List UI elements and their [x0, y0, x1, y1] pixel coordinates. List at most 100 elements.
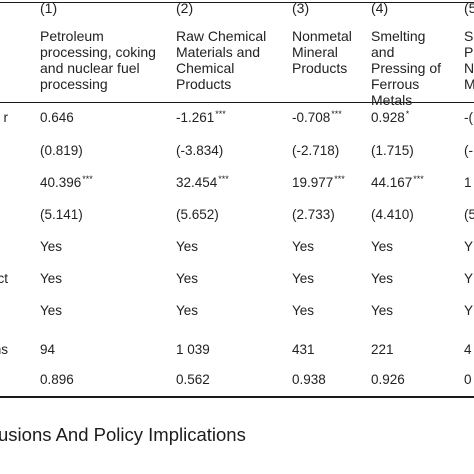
- cell-value: (5: [464, 207, 474, 222]
- cell-value: 44.167: [371, 175, 413, 190]
- cell-value: -1.261: [176, 110, 215, 125]
- cell-value: -(: [464, 110, 473, 125]
- significance-stars: ***: [334, 174, 345, 184]
- cell-value: 94: [40, 342, 56, 357]
- cell-value: 32.454: [176, 175, 218, 190]
- column-number: (4): [371, 0, 389, 16]
- table-cell: Yes: [40, 271, 62, 287]
- column-header: (1) Petroleum processing, coking and nucl…: [40, 0, 156, 92]
- cell-value: (-3.834): [176, 143, 224, 158]
- column-title: S P N M: [464, 28, 474, 92]
- table-cell: Yes: [176, 303, 198, 319]
- significance-stars: ***: [82, 174, 93, 184]
- cell-value: Yes: [371, 271, 394, 286]
- cell-value: Yes: [40, 303, 63, 318]
- cell-value: 0.896: [40, 372, 74, 387]
- cell-value: (1.715): [371, 143, 414, 158]
- table-cell: 0.646: [40, 110, 74, 126]
- cell-value: Yes: [40, 239, 63, 254]
- cell-value: Y: [464, 271, 474, 286]
- table-cell: Yes: [40, 239, 62, 255]
- cell-value: 0.562: [176, 372, 210, 387]
- cell-value: 1: [464, 175, 472, 190]
- table-cell: (-3.834): [176, 143, 223, 159]
- cell-value: Yes: [371, 303, 394, 318]
- cell-value: Yes: [292, 271, 315, 286]
- section-heading: usions And Policy Implications: [0, 424, 246, 445]
- cell-value: Yes: [176, 271, 199, 286]
- significance-stars: *: [405, 109, 410, 119]
- cell-value: (5.141): [40, 207, 83, 222]
- table-cell: Yes: [40, 303, 62, 319]
- table-cell: Yes: [371, 303, 393, 319]
- cell-value: Yes: [371, 239, 394, 254]
- table-cell: Yes: [176, 271, 198, 287]
- cell-value: Yes: [40, 271, 63, 286]
- significance-stars: ***: [331, 109, 342, 119]
- table-cell: 44.167***: [371, 175, 424, 191]
- table-cell: 0.896: [40, 372, 74, 388]
- cell-value: (0.819): [40, 143, 83, 158]
- table-cell: (0.819): [40, 143, 83, 159]
- table-cell: (-: [464, 143, 473, 159]
- table-cell: (1.715): [371, 143, 414, 159]
- table-cell: 0: [464, 372, 472, 388]
- cell-value: 1 039: [176, 342, 210, 357]
- column-title: Smelting and Pressing of Ferrous Metals: [371, 28, 442, 108]
- table-cell: (2.733): [292, 207, 335, 223]
- cell-value: (4.410): [371, 207, 414, 222]
- table-cell: 40.396***: [40, 175, 93, 191]
- table-cell: (5.652): [176, 207, 219, 223]
- table-cell: -(: [464, 110, 473, 126]
- cell-value: 431: [292, 342, 315, 357]
- column-title: Nonmetal Mineral Products: [292, 28, 352, 76]
- column-number: (3): [292, 0, 310, 16]
- table-cell: 1: [464, 175, 472, 191]
- table-cell: Yes: [176, 239, 198, 255]
- table-cell: 0.938: [292, 372, 326, 388]
- cell-value: Yes: [176, 239, 199, 254]
- table-cell: -0.708***: [292, 110, 342, 126]
- column-number: (5: [464, 0, 474, 16]
- row-label: ons: [0, 342, 8, 357]
- table-cell: 0.562: [176, 372, 210, 388]
- table-bottom-rule: [0, 396, 474, 398]
- column-header: (4) Smelting and Pressing of Ferrous Meta…: [371, 0, 441, 108]
- table-cell: Y: [464, 239, 473, 255]
- column-number: (2): [176, 0, 194, 16]
- table-cell: Y: [464, 271, 473, 287]
- cell-value: Yes: [176, 303, 199, 318]
- cell-value: 40.396: [40, 175, 82, 190]
- column-header: (3) Nonmetal Mineral Products: [292, 0, 352, 76]
- table-cell: 1 039: [176, 342, 210, 358]
- table-cell: 19.977***: [292, 175, 345, 191]
- cell-value: Y: [464, 239, 474, 254]
- cell-value: Yes: [292, 303, 315, 318]
- table-cell: 32.454***: [176, 175, 229, 191]
- cell-value: 19.977: [292, 175, 334, 190]
- table-cell: Yes: [292, 239, 314, 255]
- header-top-rule: [0, 2, 474, 3]
- table-cell: Y: [464, 303, 473, 319]
- cell-value: (5.652): [176, 207, 219, 222]
- row-label: r: [3, 110, 9, 125]
- table-cell: 0.926: [371, 372, 405, 388]
- column-title: Raw Chemical Materials and Chemical Prod…: [176, 28, 267, 92]
- column-header: (2) Raw Chemical Materials and Chemical P…: [176, 0, 266, 92]
- cell-value: -0.708: [292, 110, 331, 125]
- cell-value: Yes: [292, 239, 315, 254]
- table-cell: 94: [40, 342, 55, 358]
- column-number: (1): [40, 0, 58, 16]
- table-cell: Yes: [371, 271, 393, 287]
- table-cell: (5.141): [40, 207, 83, 223]
- table-cell: -1.261***: [176, 110, 226, 126]
- header-bottom-rule: [0, 102, 474, 103]
- table-cell: 4: [464, 342, 472, 358]
- cell-value: 0.938: [292, 372, 326, 387]
- table-cell: 431: [292, 342, 315, 358]
- cell-value: 0: [464, 372, 472, 387]
- table-cell: Yes: [371, 239, 393, 255]
- significance-stars: ***: [215, 109, 226, 119]
- table-cell: 0.928*: [371, 110, 409, 126]
- table-cell: Yes: [292, 303, 314, 319]
